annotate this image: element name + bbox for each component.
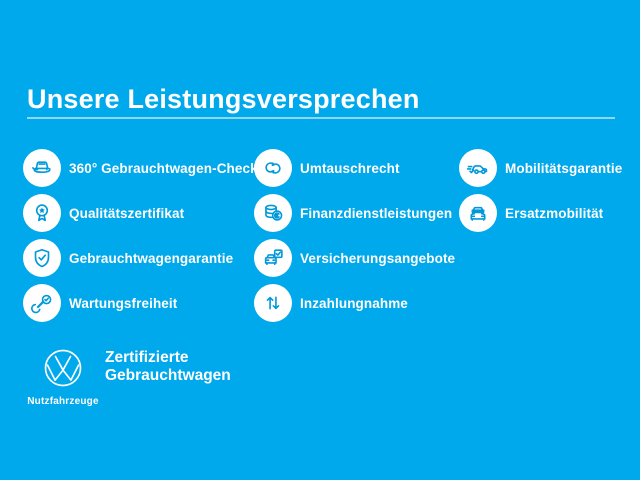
promise-label: Umtauschrecht <box>300 160 400 176</box>
promise-label: Inzahlungnahme <box>300 295 408 311</box>
promise-label: Qualitätszertifikat <box>69 205 185 221</box>
list-item: Umtauschrecht <box>254 149 455 187</box>
arrows-up-down-icon <box>254 284 292 322</box>
brand-name: Nutzfahrzeuge <box>27 396 99 407</box>
list-item: Ersatzmobilität <box>459 194 622 232</box>
vw-logo-icon <box>43 349 83 392</box>
promise-label: Mobilitätsgarantie <box>505 160 623 176</box>
wrench-check-icon <box>23 284 61 322</box>
two-cars-icon <box>459 194 497 232</box>
list-item: Mobilitätsgarantie <box>459 149 622 187</box>
promise-label: 360° Gebrauchtwagen-Check <box>69 160 258 176</box>
promise-label: Wartungsfreiheit <box>69 295 178 311</box>
car-360-icon <box>23 149 61 187</box>
page-title: Unsere Leistungsversprechen <box>27 84 420 114</box>
coins-euro-icon <box>254 194 292 232</box>
shield-check-icon <box>23 239 61 277</box>
medal-icon <box>23 194 61 232</box>
list-item: Inzahlungnahme <box>254 284 455 322</box>
car-checklist-icon <box>254 239 292 277</box>
list-item: Finanzdienstleistungen <box>254 194 455 232</box>
promise-label: Ersatzmobilität <box>505 205 604 221</box>
certified-used-cars-tagline: Zertifizierte Gebrauchtwagen <box>105 349 231 385</box>
exchange-arrows-icon <box>254 149 292 187</box>
promise-label: Finanzdienstleistungen <box>300 205 453 221</box>
promise-column-3: Mobilitätsgarantie Ersatzmobilität <box>459 149 622 239</box>
brand-block: Nutzfahrzeuge <box>24 348 102 407</box>
list-item: Versicherungsangebote <box>254 239 455 277</box>
list-item: Qualitätszertifikat <box>23 194 258 232</box>
promise-label: Versicherungsangebote <box>300 250 456 266</box>
title-underline <box>27 117 615 119</box>
promise-column-2: Umtauschrecht Finanzdienstleistungen <box>254 149 455 329</box>
list-item: 360° Gebrauchtwagen-Check <box>23 149 258 187</box>
tagline-line2: Gebrauchtwagen <box>105 367 231 384</box>
promise-column-1: 360° Gebrauchtwagen-Check Qualitätszerti… <box>23 149 258 329</box>
promise-label: Gebrauchtwagengarantie <box>69 250 234 266</box>
tagline-line1: Zertifizierte <box>105 349 189 366</box>
list-item: Wartungsfreiheit <box>23 284 258 322</box>
list-item: Gebrauchtwagengarantie <box>23 239 258 277</box>
car-motion-icon <box>459 149 497 187</box>
